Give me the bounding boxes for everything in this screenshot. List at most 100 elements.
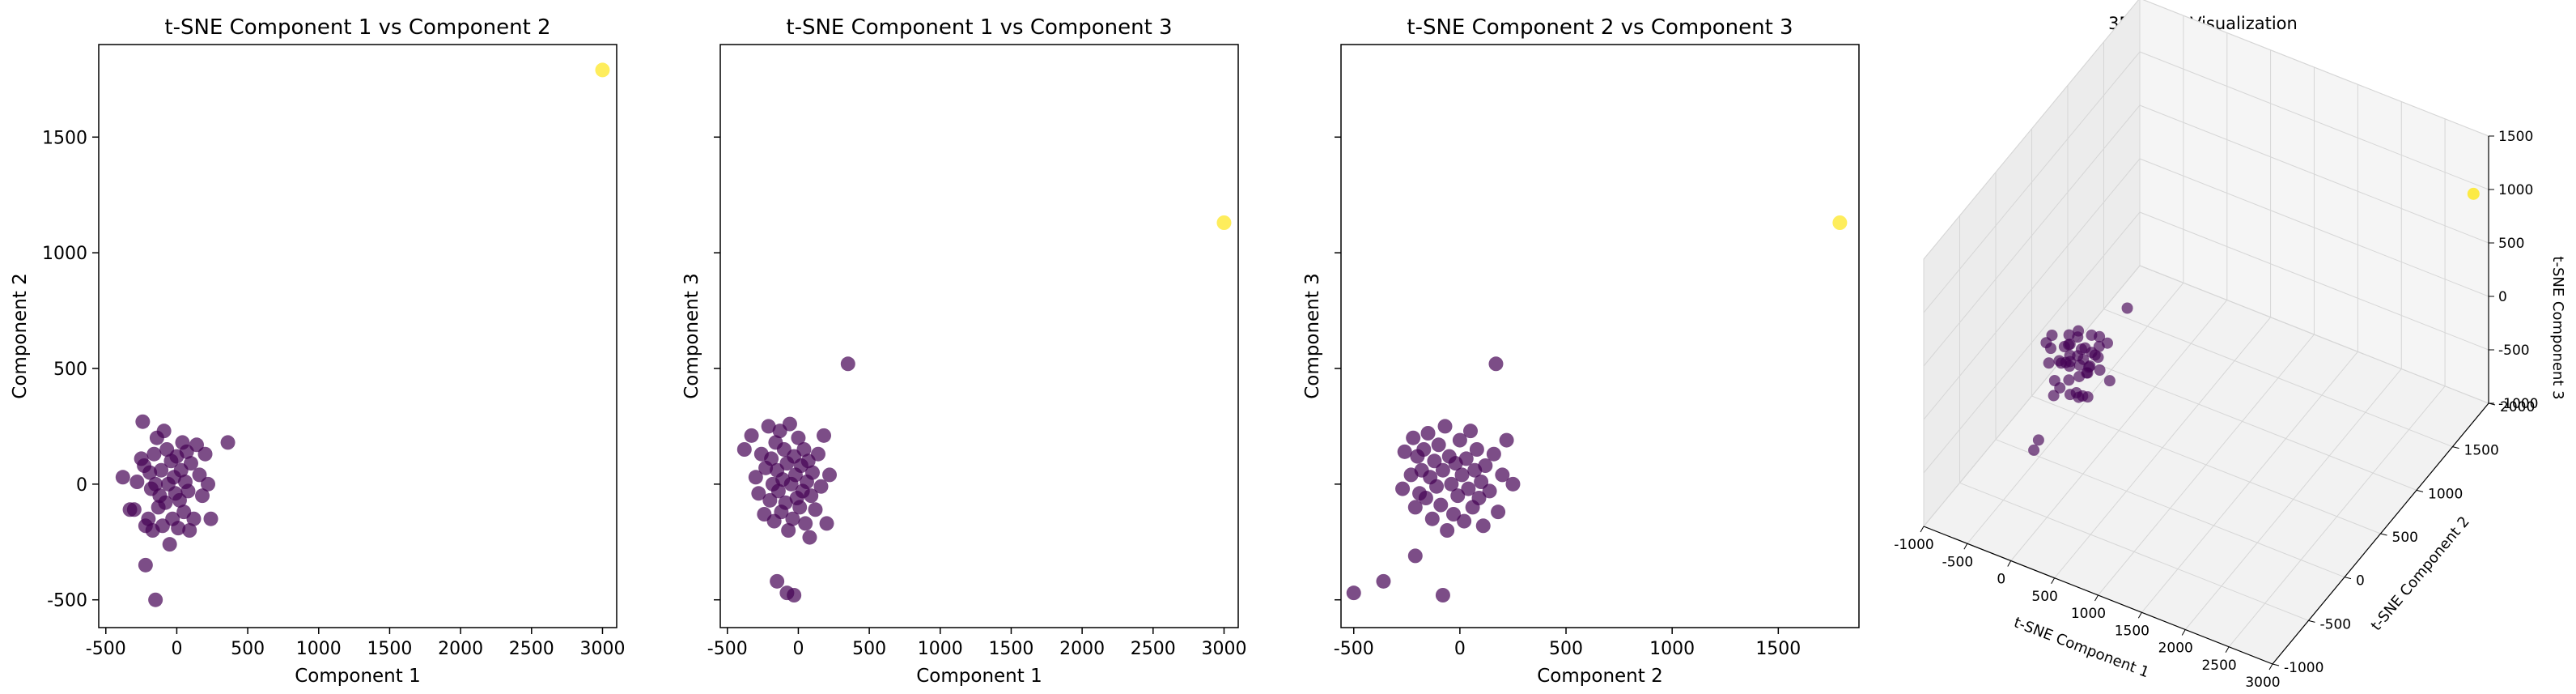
data-point: [141, 511, 156, 526]
data-point: [189, 437, 204, 453]
data-point: [156, 424, 172, 439]
x-tick-label: -500: [86, 639, 126, 659]
y-tick: [2272, 663, 2280, 666]
data-point: [762, 492, 778, 508]
z-axis-label: t-SNE Component 3: [2549, 256, 2566, 399]
x-tick: [2137, 612, 2142, 619]
data-point: [1478, 458, 1493, 473]
data-point: [197, 446, 213, 462]
data-point: [1407, 500, 1423, 515]
data-point: [744, 428, 759, 443]
data-point: [770, 483, 786, 499]
data-point: [2032, 434, 2044, 446]
x-tick: [2225, 646, 2230, 653]
data-point: [1427, 453, 1442, 469]
data-point: [115, 470, 130, 485]
data-point: [787, 588, 802, 602]
data-point: [2064, 360, 2076, 373]
y-tick: [2308, 619, 2315, 623]
grid-line: [1923, 0, 2489, 260]
x-tick: [2181, 629, 2186, 636]
data-point: [1407, 548, 1423, 564]
y-axis-label: Component 3: [681, 273, 702, 398]
data-point: [2073, 359, 2086, 371]
y-tick-label: 0: [2356, 573, 2365, 590]
z-tick-label: -500: [2498, 343, 2530, 359]
y-tick: [2380, 533, 2387, 536]
x-tick-label: 0: [1997, 572, 2005, 588]
data-point: [819, 516, 834, 531]
data-point: [1440, 523, 1455, 538]
chart-panel-1: t-SNE Component 1 vs Component 2 -500 0 500…: [10, 15, 625, 687]
x-tick-label: 2500: [1131, 639, 1176, 659]
data-point: [1469, 442, 1484, 457]
data-point: [804, 465, 820, 480]
data-point: [2121, 302, 2133, 314]
data-point: [1416, 442, 1432, 457]
data-point: [1435, 588, 1450, 602]
data-point: [1463, 424, 1478, 439]
chart-title: t-SNE Component 1 vs Component 2: [164, 15, 550, 40]
y-axis-label: t-SNE Component 2: [2368, 513, 2473, 634]
grid-line: [1923, 265, 2489, 527]
data-point: [796, 442, 812, 457]
z-tick-label: 1000: [2498, 182, 2533, 198]
x-tick-label: 2000: [1059, 639, 1105, 659]
data-point: [1444, 476, 1459, 492]
x-tick-label: 1500: [988, 639, 1033, 659]
data-point-outlier: [595, 62, 610, 78]
x-axis-label: Component 1: [295, 666, 420, 687]
data-point: [1461, 481, 1476, 496]
data-point: [802, 530, 817, 545]
data-point: [2101, 337, 2113, 349]
data-point: [1495, 467, 1510, 483]
data-point: [1395, 481, 1411, 496]
data-point: [1433, 497, 1449, 513]
data-point: [1452, 432, 1467, 448]
data-point: [1457, 513, 1472, 529]
data-point: [126, 502, 142, 517]
y-tick-label: 0: [76, 475, 87, 496]
data-point: [2083, 361, 2095, 373]
data-point: [171, 521, 186, 536]
data-point: [182, 523, 197, 538]
x-tick-label: 1000: [296, 639, 342, 659]
y-tick: [2452, 446, 2459, 449]
y-tick-label: -500: [2320, 616, 2352, 632]
data-point-outlier: [1832, 215, 1848, 230]
chart-panel-4: 3D t-SNE Visualization-1000-500050010001…: [1894, 0, 2566, 691]
x-tick-label: 0: [1454, 639, 1466, 659]
data-point: [195, 488, 210, 504]
data-point: [792, 500, 808, 515]
data-point: [162, 537, 177, 552]
data-point: [764, 451, 779, 466]
data-point: [146, 446, 162, 462]
x-tick-label: 3000: [1201, 639, 1246, 659]
z-tick-label: 1500: [2498, 129, 2533, 145]
data-point: [813, 479, 829, 494]
plot-frame: [719, 44, 1239, 628]
data-point: [135, 414, 151, 429]
data-point: [154, 462, 169, 478]
x-tick-label: -500: [1942, 554, 1974, 570]
data-point: [736, 442, 752, 457]
x-tick-label: 1000: [1649, 639, 1695, 659]
data-point: [748, 470, 763, 485]
data-point: [1505, 476, 1521, 492]
data-point: [751, 486, 766, 501]
data-point: [2077, 390, 2089, 402]
data-point: [1475, 518, 1491, 534]
y-tick-label: -1000: [2284, 660, 2323, 676]
grid-line: [1923, 104, 2489, 367]
data-point: [1431, 437, 1446, 453]
data-point: [1491, 505, 1506, 520]
data-point: [203, 511, 219, 526]
data-point: [2073, 370, 2086, 382]
x-tick-label: 1500: [1755, 639, 1801, 659]
data-point: [2048, 390, 2060, 402]
chart-title: t-SNE Component 2 vs Component 3: [1407, 15, 1793, 40]
data-point: [817, 428, 831, 443]
data-point: [1437, 419, 1453, 434]
data-point: [186, 511, 202, 526]
